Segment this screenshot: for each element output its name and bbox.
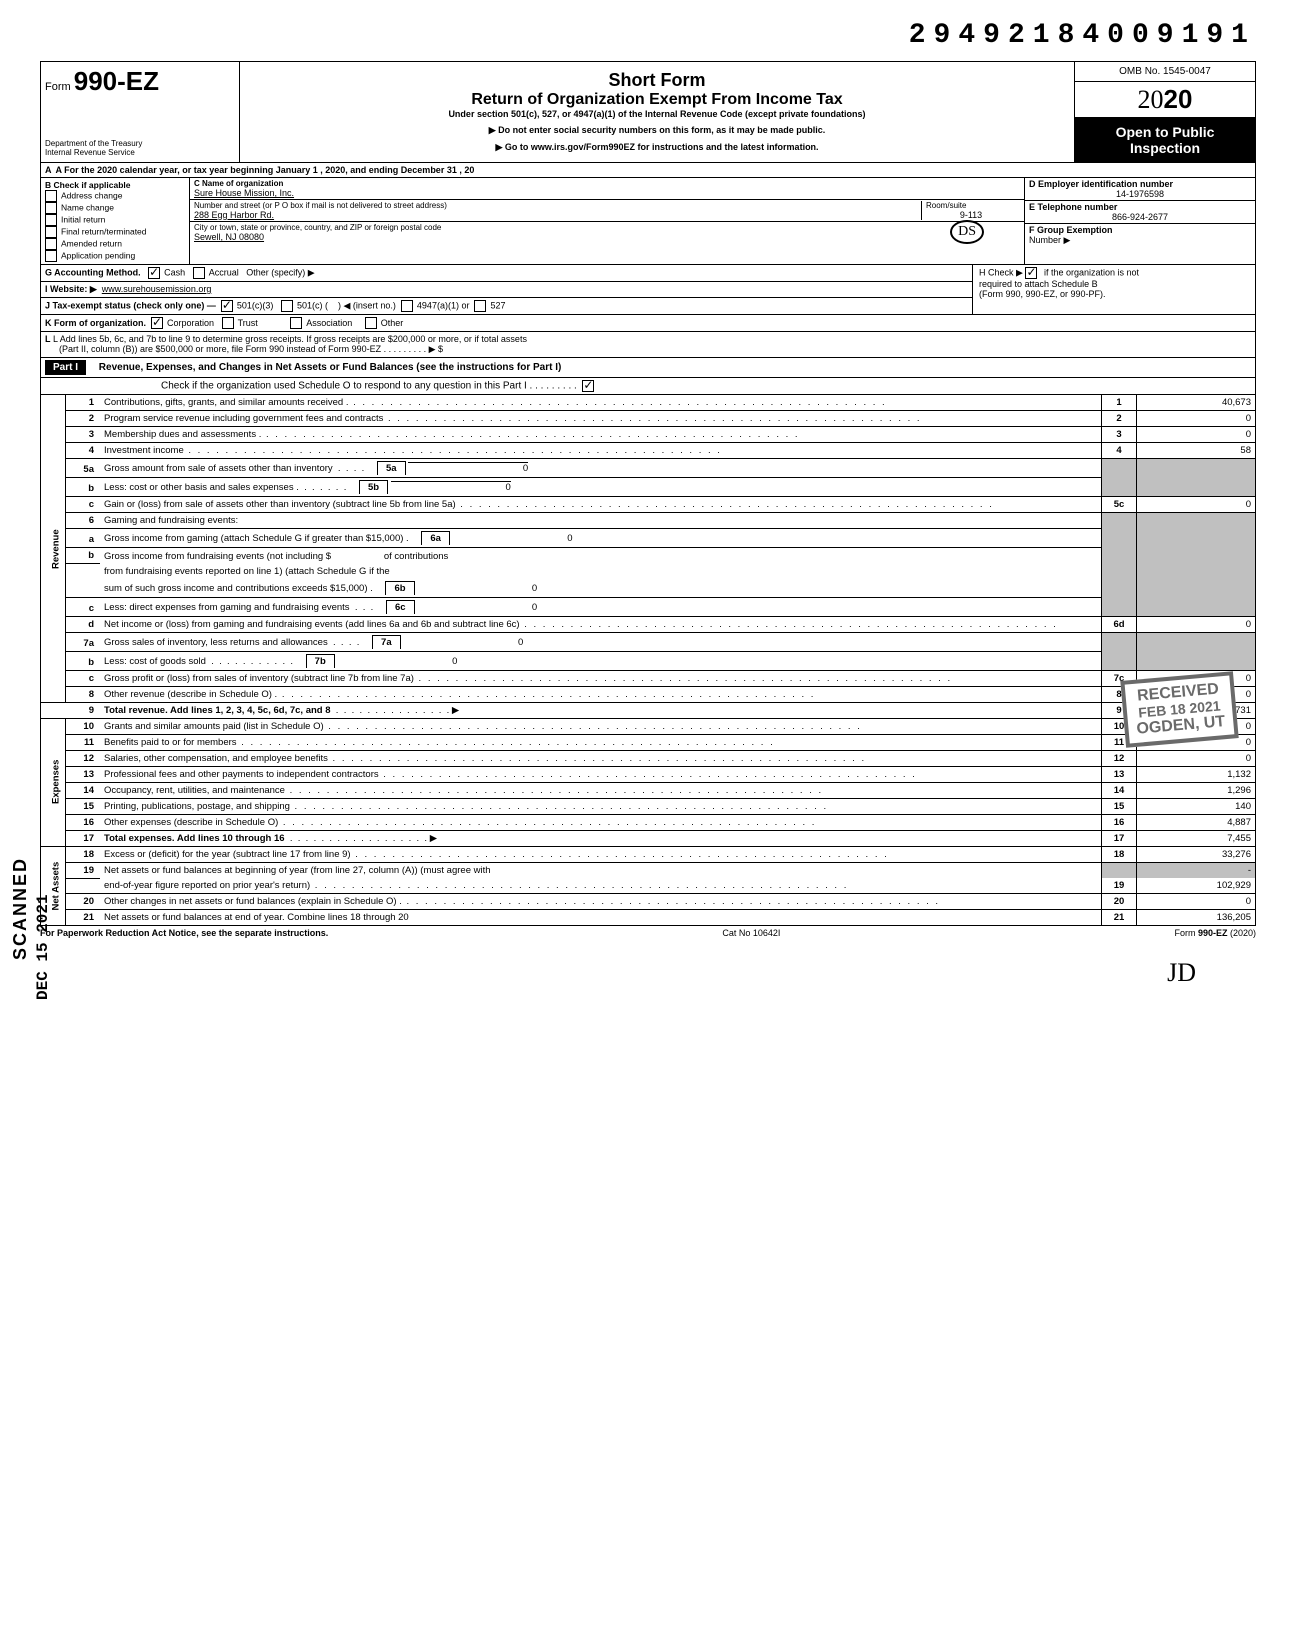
date-stamp: DEC 15 2021 (34, 894, 52, 1000)
cb-other-org[interactable] (365, 317, 377, 329)
cb-amended[interactable] (45, 238, 57, 250)
cb-501c3[interactable] (221, 300, 233, 312)
tax-year: 2020 (1075, 82, 1255, 118)
title-short-form: Short Form (248, 70, 1066, 91)
side-revenue: Revenue (41, 395, 66, 702)
col-d: D Employer identification number14-19765… (1024, 178, 1255, 264)
subtitle: Under section 501(c), 527, or 4947(a)(1)… (248, 109, 1066, 119)
cb-assoc[interactable] (290, 317, 302, 329)
col-b: B Check if applicable Address change Nam… (41, 178, 190, 264)
line-a: AA For the 2020 calendar year, or tax ye… (40, 163, 1256, 178)
section-bcd: B Check if applicable Address change Nam… (40, 178, 1256, 265)
initials: JD (40, 958, 1256, 988)
cb-no-sched-b[interactable] (1025, 267, 1037, 279)
side-expenses: Expenses (41, 718, 66, 846)
cb-final-return[interactable] (45, 226, 57, 238)
open-to-public: Open to PublicInspection (1075, 118, 1255, 162)
instr-url: ▶ Go to www.irs.gov/Form990EZ for instru… (248, 142, 1066, 153)
line-k: K Form of organization. Corporation Trus… (40, 315, 1256, 332)
part1-table: Revenue 1Contributions, gifts, grants, a… (40, 395, 1256, 926)
cb-trust[interactable] (222, 317, 234, 329)
footer: For Paperwork Reduction Act Notice, see … (40, 926, 1256, 938)
received-stamp: RECEIVED FEB 18 2021 OGDEN, UT (1120, 671, 1238, 747)
scanned-stamp: SCANNED (10, 857, 31, 960)
form-number: Form 990-EZ (45, 66, 235, 97)
omb: OMB No. 1545-0047 (1075, 62, 1255, 82)
col-c: C Name of organizationSure House Mission… (190, 178, 1024, 264)
part1-header: Part I Revenue, Expenses, and Changes in… (40, 358, 1256, 378)
cb-name-change[interactable] (45, 202, 57, 214)
instr-ssn: ▶ Do not enter social security numbers o… (248, 125, 1066, 136)
cb-pending[interactable] (45, 250, 57, 262)
line-l: L L Add lines 5b, 6c, and 7b to line 9 t… (40, 332, 1256, 358)
cb-sched-o[interactable] (582, 380, 594, 392)
cb-4947[interactable] (401, 300, 413, 312)
cb-initial-return[interactable] (45, 214, 57, 226)
cb-cash[interactable] (148, 267, 160, 279)
cb-address-change[interactable] (45, 190, 57, 202)
cb-501c[interactable] (281, 300, 293, 312)
form-header: Form 990-EZ Department of the TreasuryIn… (40, 61, 1256, 163)
dept: Department of the TreasuryInternal Reven… (45, 140, 235, 158)
dln: 29492184009191 (40, 20, 1256, 51)
city-initials: DS (950, 220, 984, 244)
title-return: Return of Organization Exempt From Incom… (248, 91, 1066, 109)
cb-527[interactable] (474, 300, 486, 312)
cb-corp[interactable] (151, 317, 163, 329)
cb-accrual[interactable] (193, 267, 205, 279)
part1-check: Check if the organization used Schedule … (40, 378, 1256, 395)
